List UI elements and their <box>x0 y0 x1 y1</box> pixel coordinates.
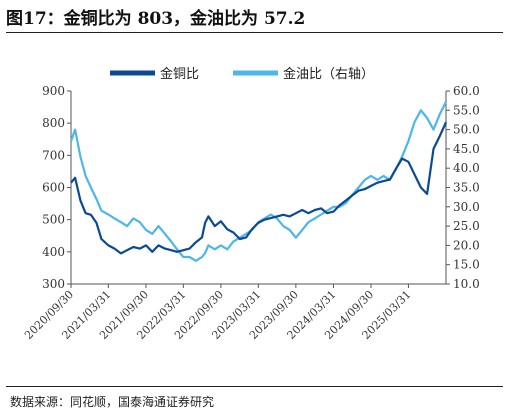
series-line-gold-copper <box>70 121 448 255</box>
y-right-tick-label: 60.0 <box>453 84 480 98</box>
y-left-tick-label: 500 <box>42 213 65 227</box>
y-right-tick-label: 50.0 <box>453 123 480 137</box>
chart-title: 图17：金铜比为 803，金油比为 57.2 <box>6 9 306 29</box>
series-line-gold-oil <box>69 101 447 262</box>
series-lines <box>69 101 448 262</box>
y-right-tick-label: 10.0 <box>453 277 480 291</box>
y-left-tick-label: 900 <box>42 84 65 98</box>
y-right-tick-label: 25.0 <box>453 219 480 233</box>
legend-label-gold-copper: 金铜比 <box>160 66 199 82</box>
footer-divider <box>6 386 503 387</box>
y-left-tick-label: 700 <box>42 148 65 162</box>
y-right-tick-label: 55.0 <box>453 103 480 117</box>
y-right-tick-label: 15.0 <box>453 258 480 272</box>
y-right-tick-label: 35.0 <box>453 181 480 195</box>
y-left-tick-label: 600 <box>42 181 65 195</box>
y-right-tick-label: 30.0 <box>453 200 480 214</box>
title-divider <box>6 32 503 33</box>
y-right-tick-label: 45.0 <box>453 142 480 156</box>
legend-label-gold-oil: 金油比（右轴） <box>283 66 374 82</box>
axes: 900 800 700 600 500 400 300 60.0 55.0 50.0 45.0 40.… <box>22 84 480 342</box>
y-left-tick-label: 400 <box>42 245 65 259</box>
y-right-tick-label: 20.0 <box>453 238 480 252</box>
source-note: 数据来源：同花顺，国泰海通证券研究 <box>10 395 215 409</box>
y-left-tick-label: 300 <box>42 277 65 291</box>
legend: 金铜比 金油比（右轴） <box>110 66 374 82</box>
y-right-tick-label: 40.0 <box>453 161 480 175</box>
y-left-tick-label: 800 <box>42 116 65 130</box>
